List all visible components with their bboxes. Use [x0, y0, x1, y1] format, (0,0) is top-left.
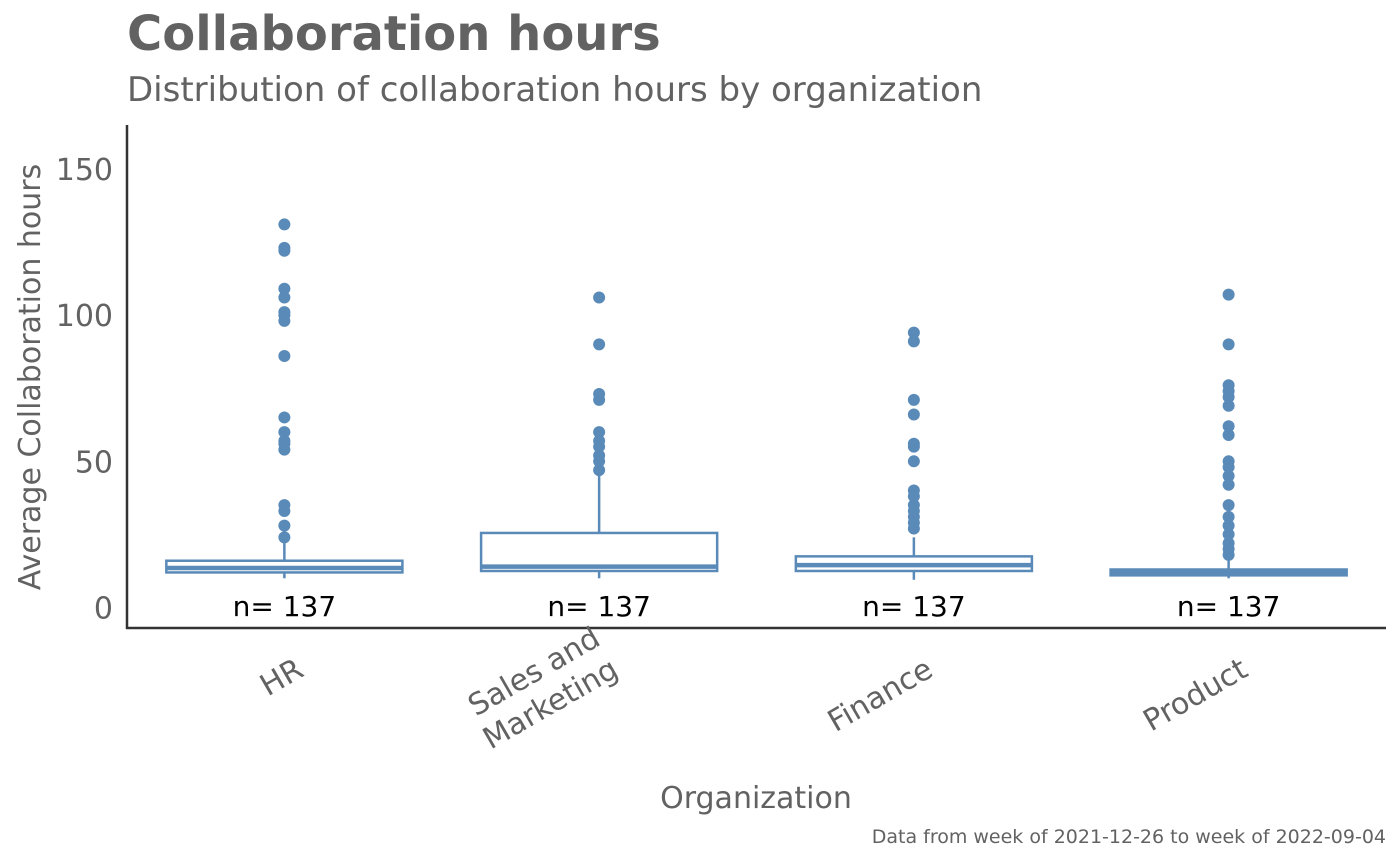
outlier-point	[1222, 428, 1235, 441]
y-ticks: 0 50 100 150	[56, 153, 113, 627]
outlier-point	[907, 499, 920, 512]
outlier-point	[1222, 455, 1235, 468]
outlier-point	[278, 350, 291, 363]
caption: Data from week of 2021-12-26 to week of …	[871, 826, 1386, 848]
count-label: n= 137	[547, 590, 651, 623]
x-axis-label: Organization	[660, 781, 852, 816]
outlier-point	[1222, 338, 1235, 351]
outlier-point	[1222, 537, 1235, 550]
outlier-point	[1222, 288, 1235, 301]
outlier-point	[278, 241, 291, 254]
outlier-point	[1222, 528, 1235, 541]
chart-title: Collaboration hours	[127, 6, 661, 62]
outlier-point	[593, 388, 606, 401]
y-tick-label: 100	[56, 299, 113, 334]
outlier-point	[907, 393, 920, 406]
outlier-point	[278, 291, 291, 304]
x-tick-label: Finance	[822, 652, 939, 740]
x-tick-label-line: Finance	[822, 652, 939, 740]
outlier-point	[593, 338, 606, 351]
outlier-point	[1222, 399, 1235, 412]
count-label: n= 137	[233, 590, 337, 623]
x-tick-label: HR	[254, 652, 309, 704]
x-tick-label: Product	[1137, 652, 1253, 739]
x-tick-label-line: HR	[254, 652, 309, 704]
y-tick-label: 0	[94, 592, 113, 627]
box-group: n= 137	[165, 218, 404, 623]
outlier-point	[907, 455, 920, 468]
outlier-point	[1222, 478, 1235, 491]
outlier-point	[907, 437, 920, 450]
outlier-point	[278, 218, 291, 231]
outlier-point	[278, 282, 291, 295]
outlier-point	[907, 326, 920, 339]
outlier-point	[278, 411, 291, 424]
outlier-point	[278, 426, 291, 439]
y-tick-label: 50	[75, 445, 113, 480]
outlier-point	[593, 426, 606, 439]
box-group: n= 137	[794, 326, 1034, 623]
plot-marks: n= 137 n= 137 n= 137 n= 137	[165, 218, 1348, 623]
outlier-point	[593, 434, 606, 447]
count-label: n= 137	[1177, 590, 1281, 623]
outlier-point	[278, 499, 291, 512]
outlier-point	[278, 306, 291, 319]
outlier-point	[593, 291, 606, 304]
outlier-point	[1222, 510, 1235, 523]
outlier-point	[1222, 420, 1235, 433]
outlier-point	[1222, 469, 1235, 482]
outlier-point	[278, 519, 291, 532]
y-axis-label: Average Collaboration hours	[13, 164, 48, 591]
outlier-point	[593, 464, 606, 477]
count-label: n= 137	[862, 590, 966, 623]
outlier-point	[907, 408, 920, 421]
outlier-point	[907, 484, 920, 497]
box-group: n= 137	[479, 291, 719, 623]
outlier-point	[1222, 499, 1235, 512]
outlier-point	[1222, 519, 1235, 532]
box-group: n= 137	[1109, 288, 1348, 623]
outlier-point	[278, 531, 291, 544]
outlier-point	[593, 449, 606, 462]
y-tick-label: 150	[56, 153, 113, 188]
x-tick-label-line: Product	[1137, 652, 1253, 739]
outlier-point	[907, 335, 920, 348]
outlier-point	[278, 434, 291, 447]
outlier-point	[1222, 379, 1235, 392]
chart-subtitle: Distribution of collaboration hours by o…	[127, 70, 983, 110]
